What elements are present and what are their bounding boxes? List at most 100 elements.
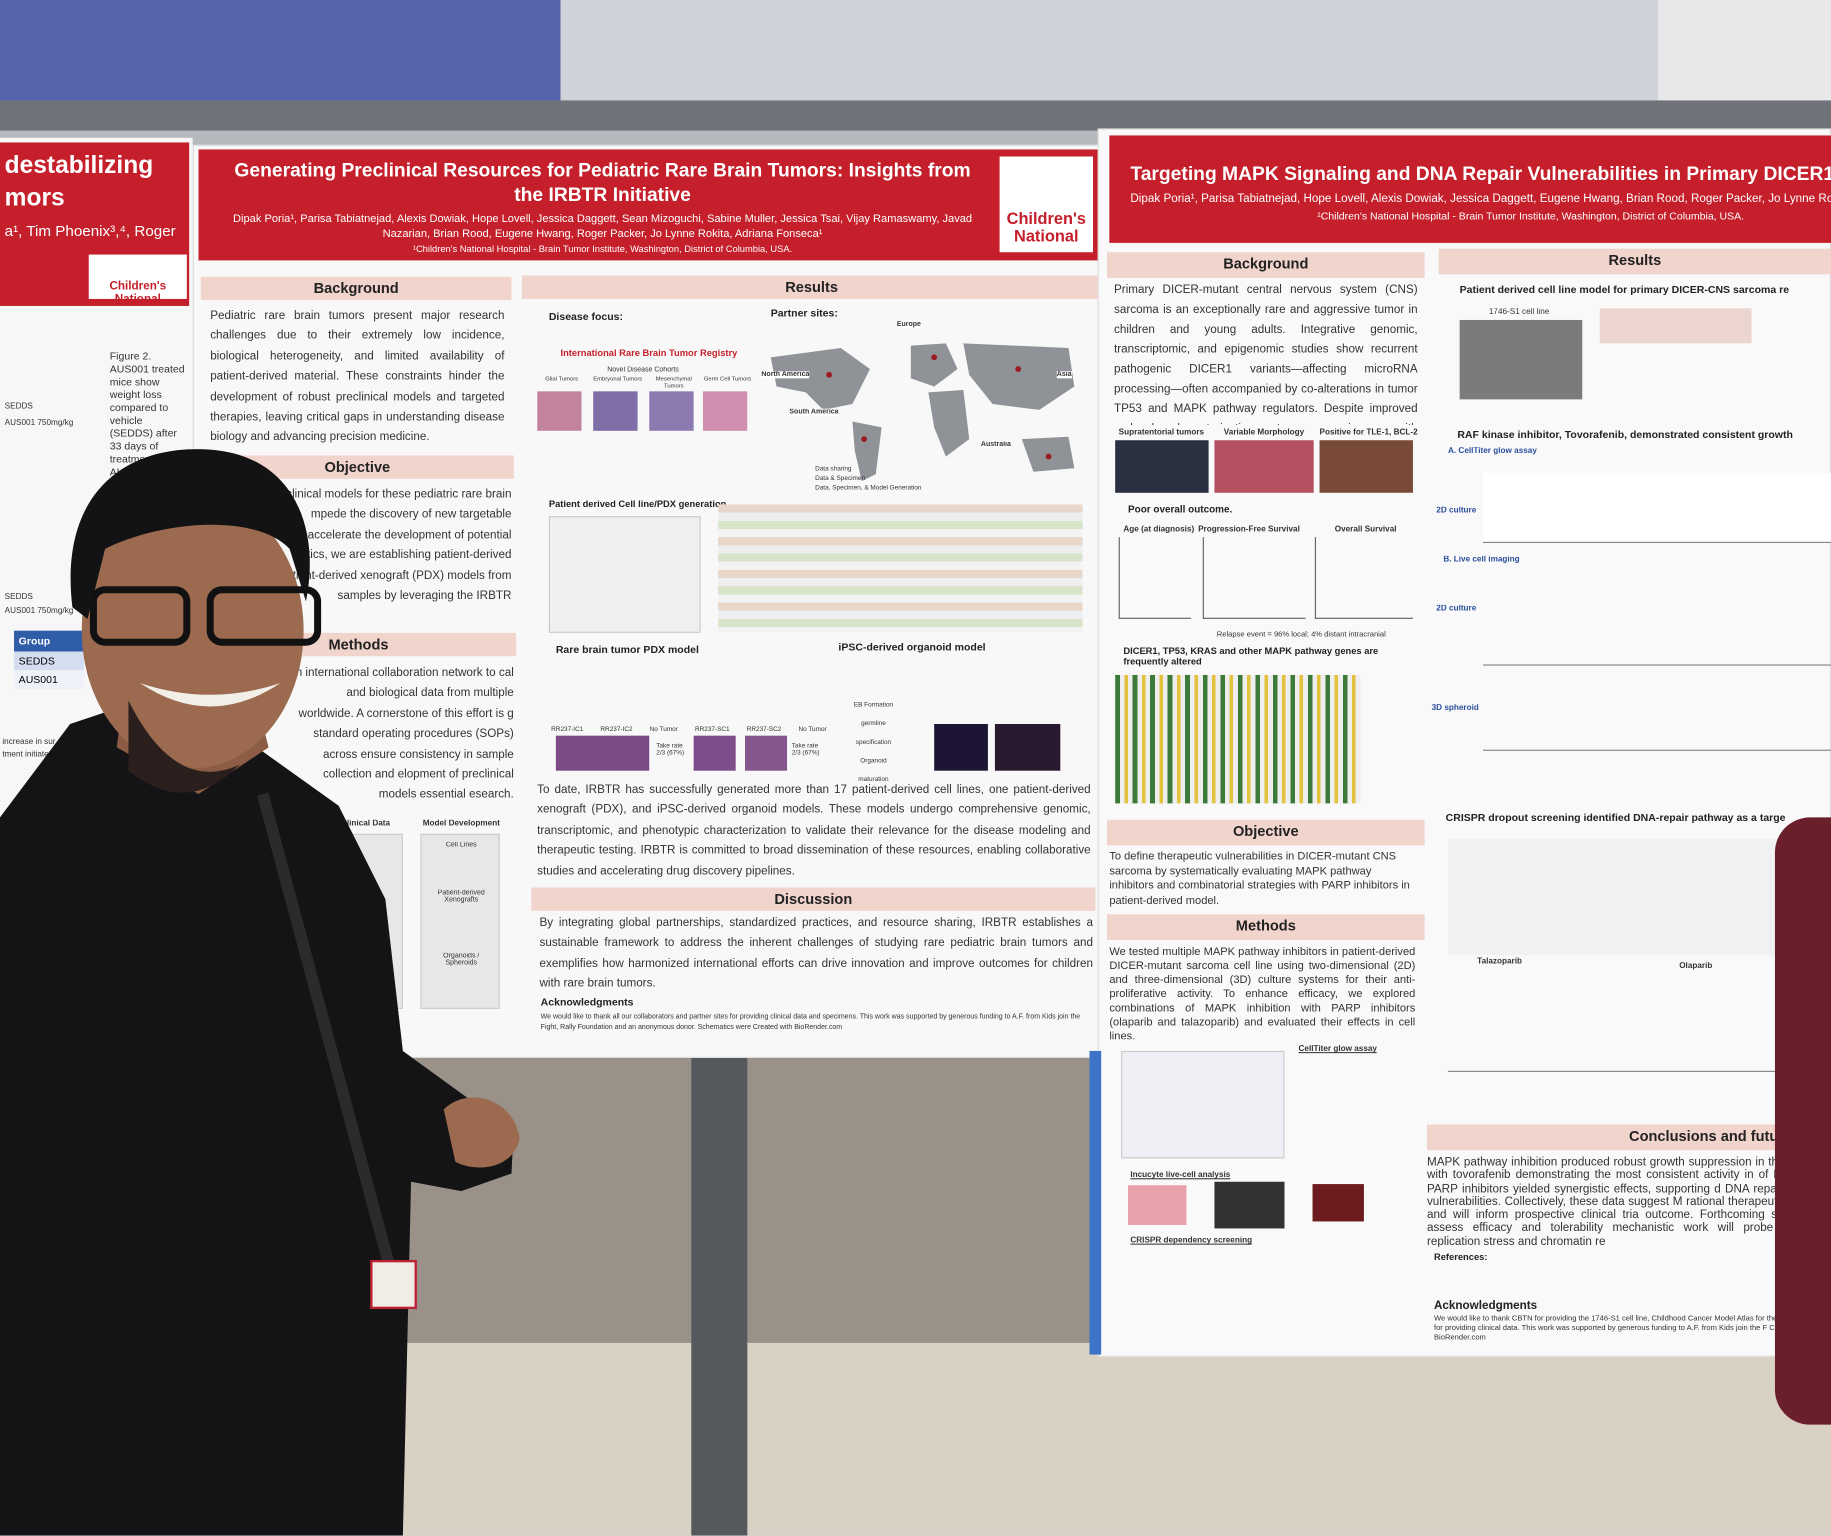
poster-title: Targeting MAPK Signaling and DNA Repair … <box>1130 163 1831 185</box>
figure-label: Novel Disease Cohorts <box>607 366 679 374</box>
legend-entry: Data sharing <box>815 465 852 473</box>
mri-image <box>1115 440 1209 493</box>
cell-image <box>1459 319 1583 400</box>
oncoprint <box>1115 674 1361 804</box>
subheading: Disease focus: <box>548 310 624 323</box>
figure-label: B. Live cell imaging <box>1443 555 1520 565</box>
organoid-steps: EB Formation germline specification Organo… <box>850 696 897 789</box>
ack-text: We would like to thank all our collabora… <box>540 1013 1081 1032</box>
region-label: North America <box>761 371 810 379</box>
pdx-label: RR237-SC2 <box>746 726 782 734</box>
hair <box>70 449 310 619</box>
schematic <box>1121 1050 1285 1159</box>
info-table <box>1599 308 1752 344</box>
beard <box>128 700 240 793</box>
region-label: South America <box>789 408 839 416</box>
section-text: MAPK pathway inhibition produced robust … <box>1426 1156 1831 1248</box>
subheading: Poor overall outcome. <box>1128 503 1233 515</box>
figure-panel <box>420 833 500 1009</box>
ack-text: We would like to thank CBTN for providin… <box>1433 1314 1821 1342</box>
histology-image <box>537 391 582 431</box>
figure-label: Patient-derived Xenografts <box>437 889 485 904</box>
section-heading: Objective <box>200 455 514 479</box>
tumor-images <box>537 391 748 431</box>
legend-entry: Data, Specimen, & Model Generation <box>815 484 922 492</box>
figure-label: A. CellTiter glow assay <box>1447 447 1537 456</box>
section-heading: Background <box>1107 252 1425 278</box>
legend: SEDDS AUS001 750mg/kg <box>5 399 108 432</box>
figure-label: 3D spheroid <box>1431 704 1479 713</box>
shirt <box>0 700 514 1536</box>
pdx-labels: RR237-IC1 RR237-IC2 No Tumor RR237-SC1 RR237… <box>551 726 827 733</box>
site-dot <box>826 371 833 378</box>
cell-line-table <box>718 504 1083 633</box>
badge <box>370 1259 417 1310</box>
plot-label: Age (at diagnosis) <box>1123 525 1195 534</box>
plot-row <box>1483 472 1831 543</box>
note: Relapse event = 96% local; 4% distant in… <box>1216 630 1386 639</box>
image-label: Positive for TLE-1, BCL-2 <box>1319 428 1418 437</box>
section-text: Pediatric rare brain tumors present majo… <box>210 309 505 445</box>
site-dot <box>861 436 868 442</box>
organoid-image <box>934 723 988 771</box>
section-text: To define therapeutic vulnerabilities in… <box>1109 850 1410 907</box>
plot-row <box>1447 979 1831 1072</box>
step: germline specification <box>855 720 892 747</box>
section-heading: Results <box>521 275 1102 299</box>
plot <box>1314 537 1413 619</box>
subheading: Acknowledgments <box>540 996 634 1008</box>
step: EB Formation <box>853 701 894 709</box>
wall-blue <box>0 0 561 108</box>
device-image <box>1214 1181 1285 1229</box>
histology-image <box>555 735 650 771</box>
subheading: Patient derived Cell line/PDX generation <box>548 498 727 510</box>
subheading: iPSC-derived organoid model <box>838 641 986 653</box>
schematic <box>548 516 701 633</box>
figure-label: Talazoparib <box>1477 957 1523 966</box>
section-heading: Background <box>200 276 512 301</box>
section-text: Primary DICER-mutant central nervous sys… <box>1114 283 1418 425</box>
poster-title: Generating Preclinical Resources for Ped… <box>234 159 971 206</box>
figure-label: CRISPR dependency screening <box>1130 1236 1253 1245</box>
logo: Children's National <box>88 254 187 306</box>
legend-entry: AUS001 750mg/kg <box>4 419 74 428</box>
figure-label: 2D culture <box>1436 506 1477 515</box>
pdx-label: RR237-SC1 <box>694 726 730 734</box>
figure-label: Glial Tumors <box>545 376 579 384</box>
authors: a¹, Tim Phoenix³,⁴, Roger <box>4 221 176 240</box>
world-map <box>770 343 1075 482</box>
histology-image <box>745 735 788 771</box>
figure-label: Embryonal Tumors <box>593 376 643 384</box>
table: Group SEDDS AUS001 <box>14 630 85 701</box>
footnote-line: tment initiated. <box>2 750 56 760</box>
subheading: Partner sites: <box>770 307 838 319</box>
histology-image <box>1319 440 1413 493</box>
board-post <box>691 1050 748 1536</box>
section-text: We tested multiple MAPK pathway inhibito… <box>1109 945 1416 1040</box>
figure-label: 2D culture <box>1436 604 1477 614</box>
map-legend: Data sharing Data & Specimen Data, Specime… <box>815 465 921 493</box>
hand <box>443 1097 520 1168</box>
table-cell: AUS001 <box>14 670 85 689</box>
pdx-label: No Tumor <box>798 726 827 734</box>
figure-label: Incucyte live-cell analysis <box>1130 1171 1231 1180</box>
step: Organoid maturation <box>858 757 889 784</box>
subheading: Patient derived cell line model for prim… <box>1459 283 1790 296</box>
histology-image <box>693 735 736 771</box>
logo: Children's National <box>999 156 1093 253</box>
figure-label: International Rare Brain Tumor Registry <box>560 347 738 359</box>
continents <box>770 343 1075 482</box>
section-heading: Objective <box>1107 819 1425 846</box>
board-frame <box>0 100 1831 131</box>
legend: SEDDS AUS001 750mg/kg <box>5 591 108 619</box>
tape <box>1089 1050 1102 1355</box>
right-header: Targeting MAPK Signaling and DNA Repair … <box>1109 135 1831 243</box>
subheading: DICER1, TP53, KRAS and other MAPK pathwa… <box>1123 645 1379 667</box>
subheading: CRISPR dropout screening identified DNA-… <box>1445 811 1786 824</box>
pdx-label: No Tumor <box>649 726 678 734</box>
sign <box>1658 0 1831 108</box>
authors: Dipak Poria¹, Parisa Tabiatnejad, Alexis… <box>232 212 973 241</box>
region-label: Asia <box>1056 371 1072 379</box>
